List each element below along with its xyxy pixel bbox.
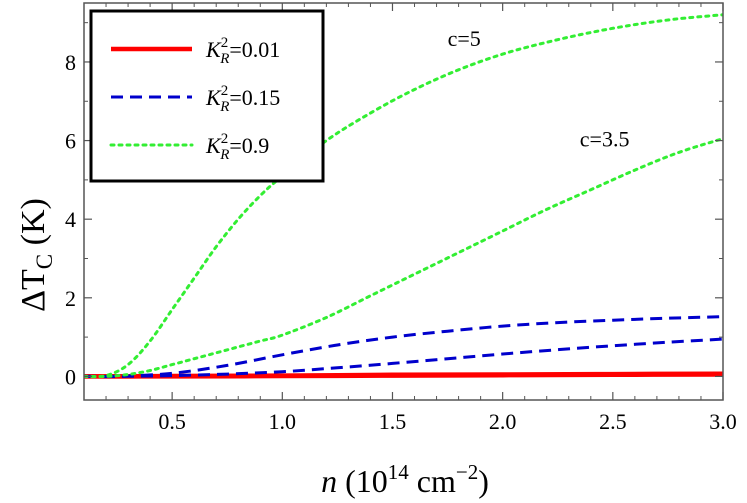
curve-annotation: c=5 — [448, 26, 481, 51]
series-line-dotted-c3_5 — [84, 137, 723, 379]
y-tick-label: 6 — [65, 129, 76, 154]
y-tick-label: 4 — [65, 207, 76, 232]
series-line-dashed-c5 — [84, 315, 723, 379]
x-tick-label: 2.0 — [489, 409, 517, 434]
x-tick-label: 1.0 — [269, 409, 297, 434]
series-line-dotted-c5 — [84, 13, 723, 379]
legend-label: K2 R=0.9 — [205, 131, 269, 163]
series-layer — [84, 13, 723, 379]
x-tick-label: 1.5 — [379, 409, 407, 434]
ticks-layer: 0.5 1.0 1.5 2.0 2.5 3.0 0 2 4 6 8 — [65, 3, 737, 434]
x-tick-label: 0.5 — [158, 409, 186, 434]
x-axis-title: n (1014 cm−2) — [321, 460, 489, 499]
x-tick-label: 3.0 — [709, 409, 737, 434]
legend-label: K2 R=0.15 — [205, 83, 280, 115]
y-tick-label: 0 — [65, 364, 76, 389]
y-axis-title: ΔTC (K) — [15, 198, 57, 312]
x-tick-label: 2.5 — [599, 409, 627, 434]
series-line-solid-c3_5 — [84, 372, 723, 379]
legend: K2 R=0.01 K2 R=0.15 K2 R=0.9 — [89, 9, 325, 183]
legend-box — [89, 9, 325, 183]
y-tick-label: 2 — [65, 286, 76, 311]
annotation-layer: c=5 c=3.5 — [448, 26, 630, 151]
y-tick-label: 8 — [65, 50, 76, 75]
curve-annotation: c=3.5 — [580, 126, 630, 151]
legend-label: K2 R=0.01 — [205, 35, 280, 67]
series-line-dashed-c3_5 — [84, 337, 723, 378]
plot-frame — [83, 2, 724, 401]
